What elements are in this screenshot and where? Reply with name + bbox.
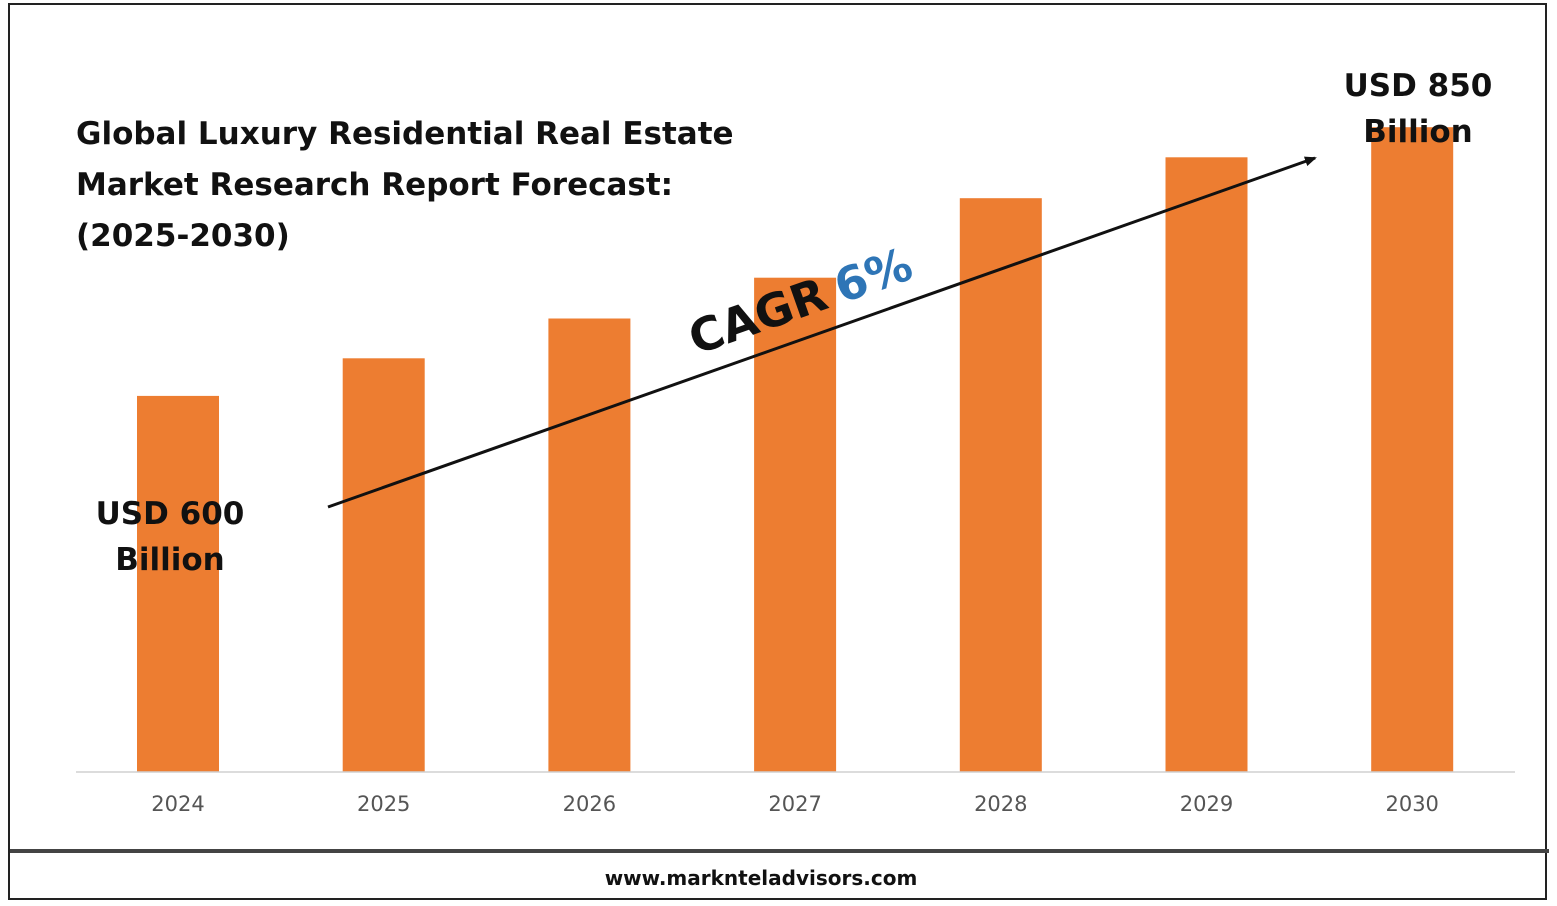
bar-2024 (137, 395, 219, 772)
footer-url: www.marknteladvisors.com (605, 866, 918, 890)
end-value-label-line-2: Billion (1363, 114, 1473, 150)
chart-frame: Global Luxury Residential Real Estate Ma… (8, 3, 1549, 900)
end-value-label-line-1: USD 850 (1344, 68, 1493, 104)
bar-2026 (548, 318, 631, 772)
bar-2028 (959, 198, 1042, 772)
bar-2030 (1371, 127, 1454, 772)
x-tick-label-2024: 2024 (151, 792, 204, 816)
x-tick-label-2025: 2025 (357, 792, 410, 816)
chart-title-line-3: (2025-2030) (76, 218, 290, 254)
bar-2027 (754, 277, 837, 772)
x-axis-labels: 2024 2025 2026 2027 2028 2029 2030 (151, 792, 1439, 816)
bar-2029 (1165, 157, 1248, 773)
trend-arrow (327, 156, 1317, 509)
chart-canvas: Global Luxury Residential Real Estate Ma… (10, 68, 1549, 890)
bar-2025 (342, 358, 425, 772)
x-tick-label-2029: 2029 (1180, 792, 1233, 816)
chart-title-line-1: Global Luxury Residential Real Estate (76, 116, 734, 152)
x-tick-label-2026: 2026 (563, 792, 616, 816)
x-tick-label-2030: 2030 (1385, 792, 1438, 816)
chart-title-line-2: Market Research Report Forecast: (76, 167, 673, 203)
start-value-label-line-1: USD 600 (96, 496, 245, 532)
bar-group (137, 127, 1454, 773)
start-value-label-line-2: Billion (115, 542, 225, 578)
x-tick-label-2027: 2027 (768, 792, 821, 816)
x-tick-label-2028: 2028 (974, 792, 1027, 816)
